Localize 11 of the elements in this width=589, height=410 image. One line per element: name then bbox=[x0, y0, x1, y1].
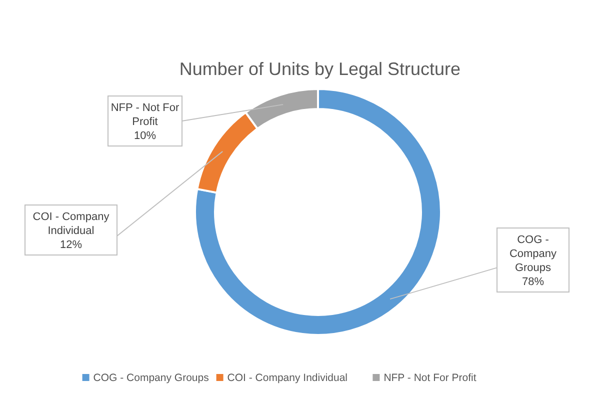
legend-label: NFP - Not For Profit bbox=[384, 372, 476, 384]
legend-label: COG - Company Groups bbox=[93, 372, 209, 384]
chart-title: Number of Units by Legal Structure bbox=[179, 59, 461, 79]
legend-label: COI - Company Individual bbox=[227, 372, 348, 384]
data-label: 12% bbox=[60, 239, 82, 251]
slice-label: COI - Company Individual bbox=[32, 211, 110, 237]
slice-label: NFP - Not For Profit bbox=[110, 102, 180, 128]
data-label: 78% bbox=[522, 276, 544, 288]
data-label: 10% bbox=[134, 130, 156, 142]
slice-label: COG - Company Groups bbox=[509, 234, 558, 274]
donut-slice bbox=[194, 88, 442, 336]
